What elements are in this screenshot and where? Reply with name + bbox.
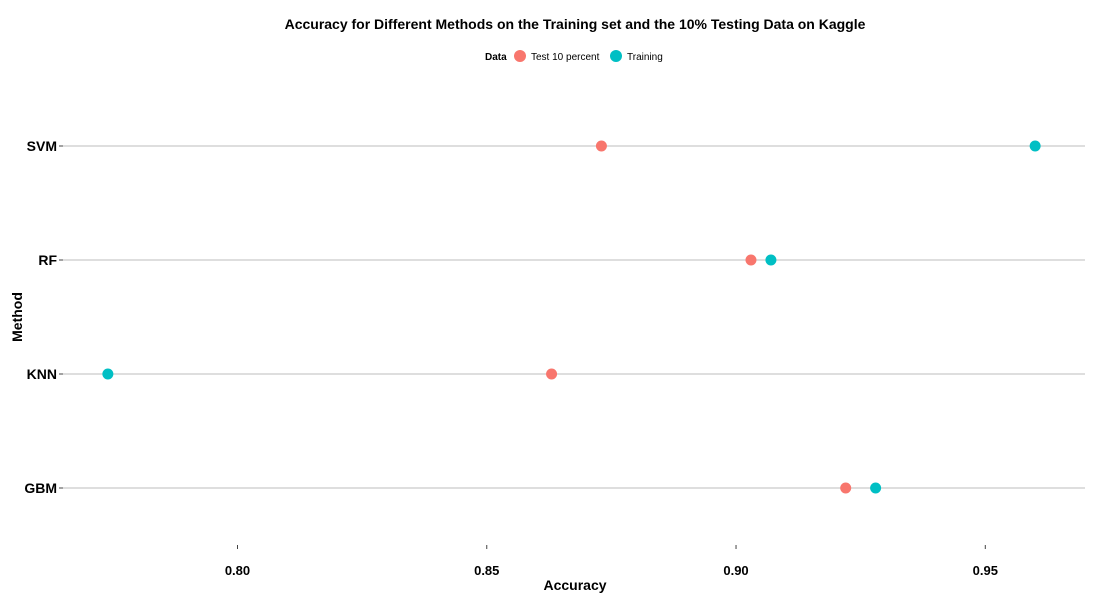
point-test-10-percent-gbm <box>840 482 852 494</box>
legend-swatch-test <box>514 50 526 62</box>
y-axis-label: Method <box>9 292 25 342</box>
point-test-10-percent-svm <box>595 140 607 152</box>
point-training-rf <box>765 254 777 266</box>
y-axis-ticks: GBM KNN RF SVM <box>24 138 63 496</box>
x-tick-label: 0.90 <box>723 563 748 578</box>
point-test-10-percent-knn <box>546 368 558 380</box>
legend: Data Test 10 percent Training <box>485 50 663 63</box>
y-tick-label-knn: KNN <box>27 366 57 382</box>
point-training-knn <box>102 368 114 380</box>
legend-swatch-training <box>610 50 622 62</box>
x-axis-ticks: 0.80 0.85 0.90 0.95 <box>225 545 998 578</box>
x-tick-label: 0.80 <box>225 563 250 578</box>
legend-label-training: Training <box>627 52 663 63</box>
legend-label-test: Test 10 percent <box>531 52 600 63</box>
y-tick-label-gbm: GBM <box>24 480 57 496</box>
point-test-10-percent-rf <box>745 254 757 266</box>
x-axis-label: Accuracy <box>543 577 606 593</box>
y-tick-label-svm: SVM <box>27 138 57 154</box>
point-training-gbm <box>870 482 882 494</box>
data-points <box>102 140 1041 494</box>
x-tick-label: 0.85 <box>474 563 499 578</box>
chart-title: Accuracy for Different Methods on the Tr… <box>285 16 866 32</box>
legend-title: Data <box>485 52 507 63</box>
y-tick-label-rf: RF <box>38 252 57 268</box>
point-training-svm <box>1029 140 1041 152</box>
gridlines <box>63 145 1085 489</box>
x-tick-label: 0.95 <box>973 563 998 578</box>
